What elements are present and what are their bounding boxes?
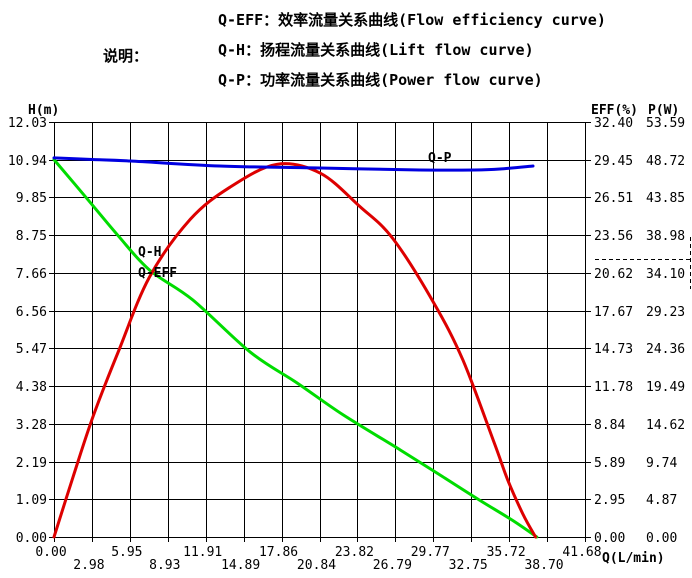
y-right-p-tick: 34.10 [646, 266, 686, 282]
y-right-eff-tick: 14.73 [594, 342, 634, 358]
legend-line-q-p: Q-P：功率流量关系曲线(Power flow curve) [218, 71, 543, 89]
x-tick: 41.68 [562, 545, 602, 560]
legend-line-q-eff: Q-EFF：效率流量关系曲线(Flow efficiency curve) [218, 11, 606, 29]
y-left-axis-title: H(m) [28, 103, 60, 118]
curve-q-eff [52, 162, 538, 539]
y-right-p-tick: 43.85 [646, 191, 686, 207]
y-right-p-tick: 19.49 [646, 380, 686, 396]
x-tick: 26.79 [372, 558, 412, 573]
y-right-eff-tick: 32.40 [594, 116, 634, 131]
curve-q-p [52, 156, 535, 172]
y-right-p-tick: 4.87 [646, 493, 678, 509]
x-tick: 17.86 [258, 545, 299, 560]
y-right-p-tick: 53.59 [646, 116, 686, 131]
y-right-eff-tick: 2.95 [594, 493, 626, 509]
y-left-tick: 0.00 [15, 531, 47, 546]
x-tick: 5.95 [111, 545, 143, 560]
y-right-eff-tick: 29.45 [594, 153, 634, 169]
y-left-tick: 3.28 [15, 417, 47, 433]
y-left-tick: 12.03 [7, 116, 47, 131]
y-left-tick: 7.66 [15, 266, 47, 282]
y-right-eff-tick: 5.89 [594, 455, 626, 471]
y-left-tick: 2.19 [15, 455, 47, 471]
x-tick: 14.89 [221, 558, 261, 573]
y-right-eff-axis-title: EFF(%) [591, 103, 638, 118]
y-right-eff-tick: 23.56 [594, 229, 634, 245]
y-right-p-tick: 0.00 [646, 531, 678, 546]
x-tick: 23.82 [334, 545, 374, 560]
legend-caption: 说明： [103, 47, 149, 65]
curve-label-q-p: Q-P [428, 151, 452, 166]
x-tick: 38.70 [524, 558, 564, 573]
curve-label-q-h: Q-H [138, 245, 162, 260]
x-tick: 32.75 [448, 558, 488, 573]
x-tick: 8.93 [149, 558, 181, 573]
y-left-tick: 10.94 [7, 153, 47, 169]
legend-line-q-h: Q-H：扬程流量关系曲线(Lift flow curve) [218, 41, 534, 59]
y-right-p-tick: 24.36 [646, 342, 686, 358]
x-tick: 2.98 [73, 558, 105, 573]
x-tick: 11.91 [183, 545, 223, 560]
y-right-eff-tick: 17.67 [594, 304, 634, 320]
y-left-tick: 6.56 [15, 304, 47, 320]
y-right-p-axis-title: P(W) [648, 103, 680, 118]
y-right-p-tick: 14.62 [646, 417, 686, 433]
y-right-eff-tick: 11.78 [594, 380, 634, 396]
y-right-eff-tick: 20.62 [594, 266, 634, 282]
x-tick: 20.84 [296, 558, 337, 573]
x-tick: 0.00 [35, 545, 67, 560]
y-left-tick: 1.09 [15, 493, 47, 509]
y-right-eff-tick: 8.84 [594, 417, 626, 433]
x-tick: 35.72 [486, 545, 526, 560]
y-right-p-tick: 9.74 [646, 455, 678, 471]
y-right-p-tick: 48.72 [646, 153, 686, 169]
y-left-tick: 4.38 [15, 380, 47, 396]
y-right-eff-tick: 0.00 [594, 531, 626, 546]
y-left-tick: 8.75 [15, 229, 47, 245]
y-right-p-tick: 38.98 [646, 229, 686, 245]
y-left-tick: 9.85 [15, 191, 47, 207]
x-axis-title: Q(L/min) [602, 551, 665, 566]
y-right-p-tick: 29.23 [646, 304, 686, 320]
curve-label-q-eff: Q-EFF [138, 266, 178, 281]
curve-q-h [52, 158, 539, 539]
x-tick: 29.77 [410, 545, 450, 560]
y-left-tick: 5.47 [15, 342, 47, 358]
y-right-eff-tick: 26.51 [594, 191, 634, 207]
